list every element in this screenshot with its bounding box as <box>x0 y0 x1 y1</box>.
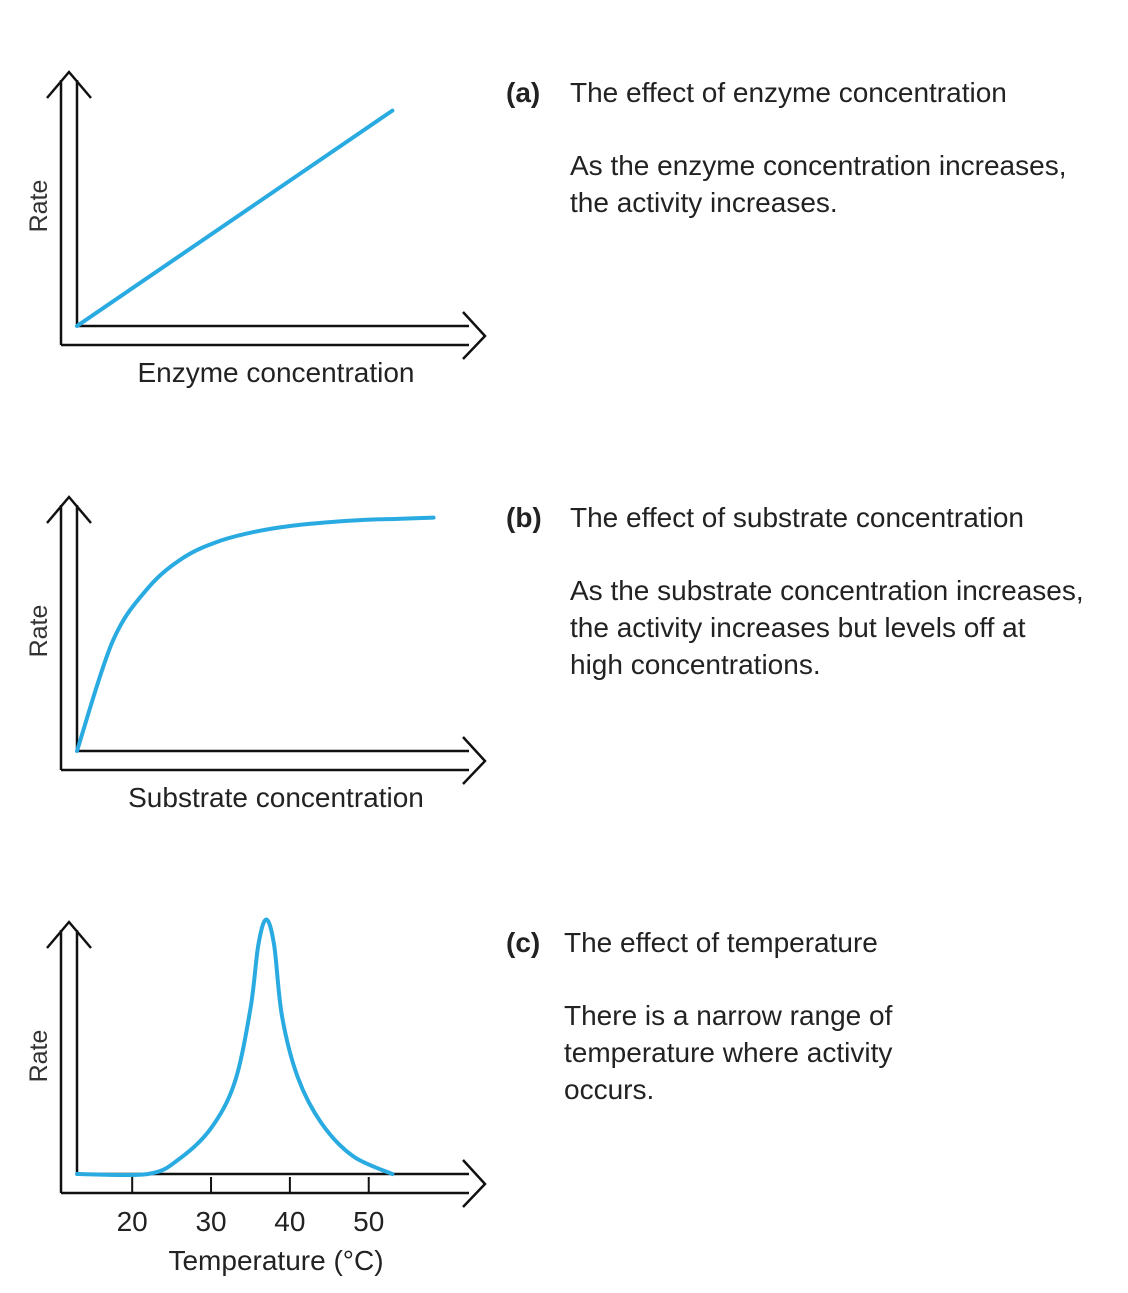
y-axis-label: Rate <box>25 605 53 658</box>
panel-substrate: Rate Substrate concentration (b) The effe… <box>0 425 1128 845</box>
axes <box>46 920 487 1208</box>
description-line: the activity increases. <box>570 187 838 218</box>
x-axis-label: Substrate concentration <box>128 782 424 813</box>
description-line: As the enzyme concentration increases, <box>570 150 1067 181</box>
x-axis-label: Temperature (°C) <box>168 1245 383 1276</box>
description-line: temperature where activity <box>564 1037 893 1068</box>
description-line: high concentrations. <box>570 649 821 680</box>
panel-temperature: Rate Temperature (°C) 20 30 40 50 (c) The eff… <box>0 850 1128 1276</box>
x-axis-arrowhead <box>462 1159 487 1208</box>
x-tick-label: 30 <box>195 1206 226 1237</box>
description-line: the activity increases but levels off at <box>570 612 1026 643</box>
panel-description: There is a narrow range of temperature w… <box>564 997 892 1108</box>
y-axis-arrowhead <box>46 70 92 99</box>
panel-title: The effect of enzyme concentration <box>570 77 1007 108</box>
panel-title: The effect of substrate concentration <box>570 502 1024 533</box>
x-axis-arrowhead <box>462 311 487 360</box>
y-axis-label: Rate <box>25 180 53 233</box>
x-ticks: 20 30 40 50 <box>117 1177 384 1237</box>
series-line <box>75 917 395 1178</box>
panel-letter: (a) <box>506 77 541 108</box>
y-axis-arrowhead <box>46 920 92 949</box>
y-axis-label: Rate <box>25 1030 53 1083</box>
x-axis-label: Enzyme concentration <box>137 357 414 388</box>
panel-description: As the enzyme concentration increases, t… <box>570 147 1066 221</box>
axes <box>46 70 487 360</box>
description-line: occurs. <box>564 1074 655 1105</box>
description-line: There is a narrow range of <box>564 1000 893 1031</box>
x-tick-label: 20 <box>117 1206 148 1237</box>
axes <box>46 495 487 785</box>
panel-letter: (b) <box>506 502 542 533</box>
panel-enzyme: Rate Enzyme concentration (a) The effect … <box>0 0 1128 420</box>
panel-description: As the substrate concentration increases… <box>570 572 1084 683</box>
series-line <box>75 515 436 753</box>
chart-temperature: Rate Temperature (°C) 20 30 40 50 <box>25 917 487 1276</box>
chart-enzyme-concentration: Rate Enzyme concentration <box>25 70 487 388</box>
x-tick-label: 40 <box>274 1206 305 1237</box>
description-line: As the substrate concentration increases… <box>570 575 1084 606</box>
chart-substrate-concentration: Rate Substrate concentration <box>25 495 487 813</box>
series-line <box>75 108 395 328</box>
y-axis-arrowhead <box>46 495 92 524</box>
x-axis-arrowhead <box>462 736 487 785</box>
panel-title: The effect of temperature <box>564 927 878 958</box>
panel-letter: (c) <box>506 927 541 958</box>
x-tick-label: 50 <box>353 1206 384 1237</box>
